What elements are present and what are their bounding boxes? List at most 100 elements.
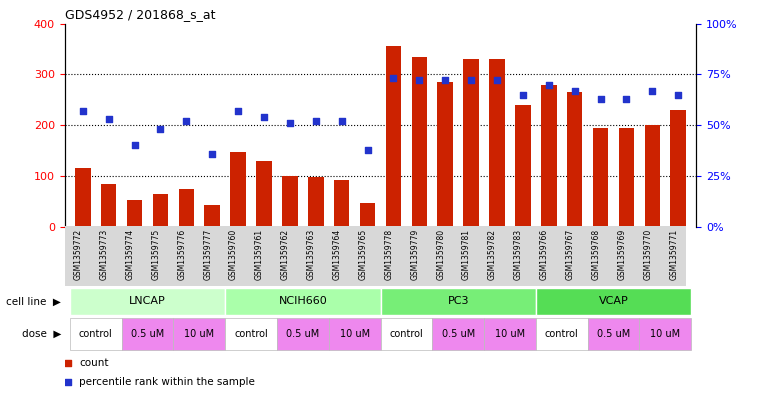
Bar: [645, 125, 660, 227]
Bar: [515, 105, 530, 227]
Point: [543, 81, 555, 88]
Text: GSM1359764: GSM1359764: [333, 229, 342, 280]
Text: GSM1359773: GSM1359773: [100, 229, 109, 280]
Text: GSM1359766: GSM1359766: [540, 229, 549, 280]
Text: control: control: [234, 329, 268, 339]
Bar: [75, 168, 91, 227]
Bar: [179, 189, 194, 227]
Bar: [329, 318, 380, 350]
Text: PC3: PC3: [447, 296, 469, 307]
Bar: [334, 180, 349, 227]
Text: 0.5 uM: 0.5 uM: [131, 329, 164, 339]
Bar: [541, 84, 556, 227]
Bar: [489, 59, 505, 227]
Text: 10 uM: 10 uM: [650, 329, 680, 339]
Point: [245, 304, 257, 310]
Bar: [587, 318, 639, 350]
Point: [232, 108, 244, 114]
Text: 0.5 uM: 0.5 uM: [597, 329, 630, 339]
Point: [310, 118, 322, 124]
Point: [258, 114, 270, 120]
Bar: [70, 288, 225, 315]
Text: GSM1359783: GSM1359783: [514, 229, 523, 280]
Bar: [536, 288, 691, 315]
Bar: [282, 176, 298, 227]
Point: [129, 142, 141, 149]
Point: [387, 75, 400, 82]
Text: 0.5 uM: 0.5 uM: [286, 329, 320, 339]
Text: GSM1359779: GSM1359779: [410, 229, 419, 280]
Bar: [380, 288, 536, 315]
Bar: [153, 194, 168, 227]
Text: GSM1359761: GSM1359761: [255, 229, 264, 280]
Point: [568, 88, 581, 94]
Bar: [484, 318, 536, 350]
Bar: [432, 318, 484, 350]
Point: [336, 118, 348, 124]
Text: GSM1359772: GSM1359772: [74, 229, 83, 280]
Bar: [127, 200, 142, 227]
Text: VCAP: VCAP: [599, 296, 629, 307]
Point: [439, 77, 451, 84]
Text: GSM1359777: GSM1359777: [203, 229, 212, 280]
Point: [180, 118, 193, 124]
Point: [206, 151, 218, 157]
Text: control: control: [79, 329, 113, 339]
Bar: [593, 128, 608, 227]
Bar: [256, 161, 272, 227]
Point: [103, 116, 115, 122]
Point: [77, 108, 89, 114]
Text: count: count: [79, 358, 108, 367]
Bar: [205, 206, 220, 227]
Point: [620, 95, 632, 102]
Text: GSM1359767: GSM1359767: [565, 229, 575, 280]
Point: [594, 95, 607, 102]
Text: GDS4952 / 201868_s_at: GDS4952 / 201868_s_at: [65, 8, 215, 21]
Bar: [670, 110, 686, 227]
Bar: [463, 59, 479, 227]
Bar: [70, 318, 122, 350]
Bar: [380, 318, 432, 350]
Text: GSM1359778: GSM1359778: [384, 229, 393, 280]
Point: [465, 77, 477, 84]
Text: 10 uM: 10 uM: [339, 329, 370, 339]
Text: GSM1359774: GSM1359774: [126, 229, 135, 280]
Text: GSM1359762: GSM1359762: [281, 229, 290, 280]
Point: [245, 127, 257, 133]
Bar: [225, 318, 277, 350]
Bar: [122, 318, 174, 350]
Point: [284, 120, 296, 126]
Text: dose  ▶: dose ▶: [21, 329, 61, 339]
Point: [413, 77, 425, 84]
Text: 10 uM: 10 uM: [184, 329, 215, 339]
Bar: [619, 128, 634, 227]
Bar: [308, 178, 323, 227]
Bar: [360, 203, 375, 227]
Bar: [174, 318, 225, 350]
Text: GSM1359776: GSM1359776: [177, 229, 186, 280]
Text: NCIH660: NCIH660: [279, 296, 327, 307]
Text: control: control: [390, 329, 423, 339]
Text: GSM1359760: GSM1359760: [229, 229, 238, 280]
Text: GSM1359770: GSM1359770: [643, 229, 652, 280]
Point: [672, 92, 684, 98]
Text: GSM1359780: GSM1359780: [436, 229, 445, 280]
Point: [517, 92, 529, 98]
Text: GSM1359768: GSM1359768: [591, 229, 600, 280]
Text: cell line  ▶: cell line ▶: [6, 296, 61, 307]
Text: GSM1359781: GSM1359781: [462, 229, 471, 280]
Bar: [101, 184, 116, 227]
Bar: [412, 57, 427, 227]
Text: GSM1359771: GSM1359771: [669, 229, 678, 280]
Text: control: control: [545, 329, 578, 339]
Bar: [277, 318, 329, 350]
Bar: [386, 46, 401, 227]
Text: percentile rank within the sample: percentile rank within the sample: [79, 377, 255, 387]
Point: [491, 77, 503, 84]
Point: [361, 147, 374, 153]
Bar: [536, 318, 587, 350]
Text: 0.5 uM: 0.5 uM: [441, 329, 475, 339]
Text: LNCAP: LNCAP: [129, 296, 166, 307]
Text: GSM1359763: GSM1359763: [307, 229, 316, 280]
Point: [646, 88, 658, 94]
